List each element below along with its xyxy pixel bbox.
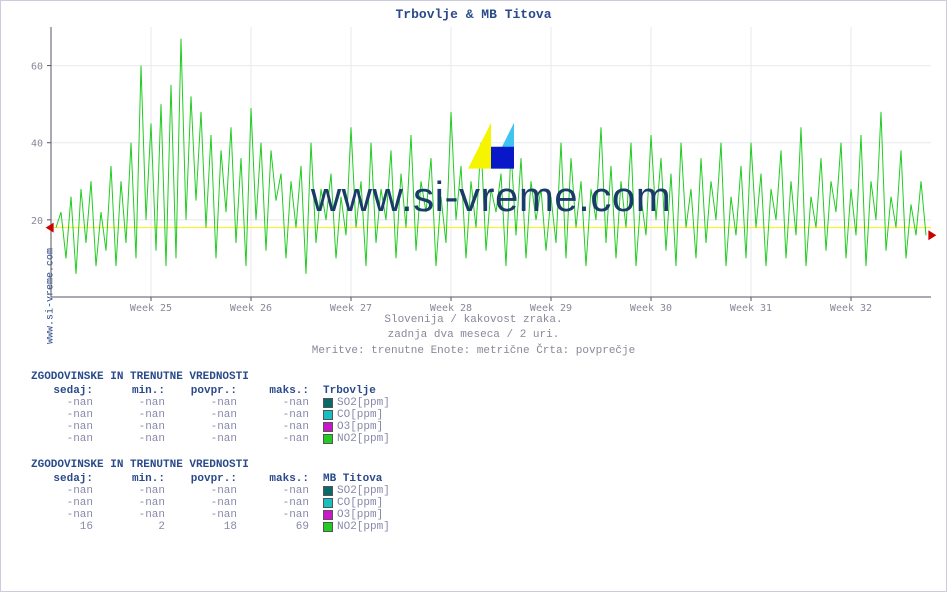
subtitle-block: Slovenija / kakovost zraka. zadnja dva m… — [1, 313, 946, 359]
table-cell: -nan — [247, 485, 319, 497]
table-header-cell: min.: — [103, 473, 175, 485]
table-row: 1621869 NO2[ppm] — [31, 521, 591, 533]
table-header-cell: sedaj: — [31, 473, 103, 485]
table-cell: -nan — [175, 421, 247, 433]
table-row: -nan-nan-nan-nanSO2[ppm] — [31, 485, 591, 497]
svg-text:60: 60 — [31, 62, 43, 73]
table-cell: -nan — [175, 409, 247, 421]
table-cell: -nan — [31, 485, 103, 497]
table-cell: -nan — [247, 509, 319, 521]
svg-text:20: 20 — [31, 216, 43, 227]
table-cell: -nan — [247, 433, 319, 445]
table-row: -nan-nan-nan-nanSO2[ppm] — [31, 397, 591, 409]
table-header-cell: maks.: — [247, 473, 319, 485]
table-cell: -nan — [175, 397, 247, 409]
chart-plot-area: 204060Week 25Week 26Week 27Week 28Week 2… — [51, 27, 931, 297]
table-cell: -nan — [31, 397, 103, 409]
table-cell: -nan — [247, 497, 319, 509]
table-header-row: sedaj:min.:povpr.:maks.:Trbovlje — [31, 385, 591, 397]
table-title: ZGODOVINSKE IN TRENUTNE VREDNOSTI — [31, 371, 591, 383]
table-cell: -nan — [175, 509, 247, 521]
table-cell: -nan — [103, 433, 175, 445]
table-param-label: SO2[ppm] — [319, 397, 390, 409]
table-cell: -nan — [31, 497, 103, 509]
table-header-row: sedaj:min.:povpr.:maks.:MB Titova — [31, 473, 591, 485]
table-cell: -nan — [103, 509, 175, 521]
param-text: SO2[ppm] — [337, 397, 390, 409]
table-param-label: CO[ppm] — [319, 497, 383, 509]
table-header-cell: sedaj: — [31, 385, 103, 397]
color-swatch-icon — [323, 422, 333, 432]
subtitle-line: Slovenija / kakovost zraka. — [1, 313, 946, 328]
param-text: NO2[ppm] — [337, 521, 390, 533]
table-cell: -nan — [247, 421, 319, 433]
color-swatch-icon — [323, 486, 333, 496]
table-row: -nan-nan-nan-nanO3[ppm] — [31, 509, 591, 521]
table-cell: -nan — [247, 397, 319, 409]
table-param-label: O3[ppm] — [319, 421, 383, 433]
table-cell: 69 — [247, 521, 319, 533]
table-location-label: Trbovlje — [319, 385, 376, 397]
table-param-label: NO2[ppm] — [319, 521, 390, 533]
table-cell: -nan — [103, 485, 175, 497]
table-param-label: SO2[ppm] — [319, 485, 390, 497]
table-param-label: NO2[ppm] — [319, 433, 390, 445]
table-header-cell: min.: — [103, 385, 175, 397]
color-swatch-icon — [323, 398, 333, 408]
color-swatch-icon — [323, 510, 333, 520]
table-cell: -nan — [247, 409, 319, 421]
table-cell: -nan — [175, 485, 247, 497]
table-cell: -nan — [31, 433, 103, 445]
table-title: ZGODOVINSKE IN TRENUTNE VREDNOSTI — [31, 459, 591, 471]
table-row: -nan-nan-nan-nanO3[ppm] — [31, 421, 591, 433]
chart-title: Trbovlje & MB Titova — [1, 7, 946, 22]
table-cell: 18 — [175, 521, 247, 533]
svg-text:40: 40 — [31, 139, 43, 150]
param-text: CO[ppm] — [337, 409, 383, 421]
stats-table: ZGODOVINSKE IN TRENUTNE VREDNOSTIsedaj:m… — [31, 459, 591, 533]
chart-svg: 204060Week 25Week 26Week 27Week 28Week 2… — [51, 27, 931, 297]
table-header-cell: povpr.: — [175, 473, 247, 485]
stats-table: ZGODOVINSKE IN TRENUTNE VREDNOSTIsedaj:m… — [31, 371, 591, 445]
param-text: CO[ppm] — [337, 497, 383, 509]
param-text: O3[ppm] — [337, 509, 383, 521]
table-cell: -nan — [175, 497, 247, 509]
param-text: O3[ppm] — [337, 421, 383, 433]
table-cell: -nan — [31, 421, 103, 433]
color-swatch-icon — [323, 434, 333, 444]
data-tables: ZGODOVINSKE IN TRENUTNE VREDNOSTIsedaj:m… — [31, 371, 591, 547]
table-row: -nan-nan-nan-nanCO[ppm] — [31, 409, 591, 421]
param-text: NO2[ppm] — [337, 433, 390, 445]
table-cell: -nan — [103, 397, 175, 409]
table-cell: 16 — [31, 521, 103, 533]
subtitle-line: zadnja dva meseca / 2 uri. — [1, 328, 946, 343]
table-cell: -nan — [175, 433, 247, 445]
color-swatch-icon — [323, 410, 333, 420]
param-text: SO2[ppm] — [337, 485, 390, 497]
color-swatch-icon — [323, 498, 333, 508]
table-cell: -nan — [103, 497, 175, 509]
table-cell: -nan — [31, 509, 103, 521]
table-header-cell: povpr.: — [175, 385, 247, 397]
table-cell: -nan — [103, 409, 175, 421]
chart-frame: www.si-vreme.com Trbovlje & MB Titova 20… — [0, 0, 947, 592]
table-row: -nan-nan-nan-nanCO[ppm] — [31, 497, 591, 509]
table-location-label: MB Titova — [319, 473, 382, 485]
table-cell: -nan — [31, 409, 103, 421]
table-param-label: CO[ppm] — [319, 409, 383, 421]
subtitle-line: Meritve: trenutne Enote: metrične Črta: … — [1, 344, 946, 359]
table-row: -nan-nan-nan-nanNO2[ppm] — [31, 433, 591, 445]
color-swatch-icon — [323, 522, 333, 532]
table-header-cell: maks.: — [247, 385, 319, 397]
table-param-label: O3[ppm] — [319, 509, 383, 521]
table-cell: 2 — [103, 521, 175, 533]
table-cell: -nan — [103, 421, 175, 433]
